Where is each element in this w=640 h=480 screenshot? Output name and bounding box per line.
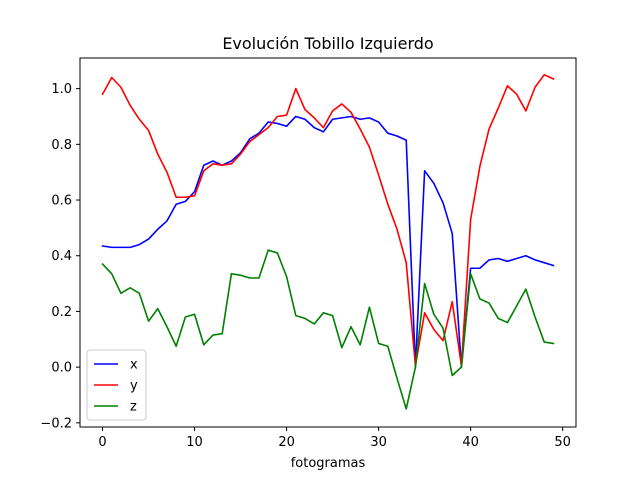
series-line-x — [101, 115, 555, 368]
y-tick-label: 0.0 — [51, 361, 72, 376]
x-tick-label: 20 — [278, 435, 295, 450]
y-tick-label: 0.2 — [51, 305, 72, 320]
x-tick-label: 10 — [186, 435, 203, 450]
series-layer — [101, 73, 555, 410]
y-tick-label: 0.8 — [51, 138, 72, 153]
x-tick-label: 0 — [98, 435, 106, 450]
chart-title: Evolución Tobillo Izquierdo — [222, 34, 433, 53]
y-tick-label: 1.0 — [51, 82, 72, 97]
legend: xyz — [86, 349, 147, 421]
plot-frame — [79, 57, 577, 428]
series-line-y — [101, 73, 555, 367]
series-line-z — [101, 249, 555, 410]
x-axis: 0 10 20 30 40 50 — [98, 427, 571, 450]
legend-label-z: z — [130, 400, 137, 415]
legend-label-x: x — [130, 358, 138, 373]
x-axis-label: fotogramas — [291, 456, 366, 471]
y-tick-label: 0.4 — [51, 249, 72, 264]
x-tick-label: 50 — [554, 435, 571, 450]
y-tick-label: −0.2 — [40, 416, 72, 431]
legend-label-y: y — [130, 379, 138, 394]
x-tick-label: 40 — [462, 435, 479, 450]
y-axis: −0.2 0.0 0.2 0.4 0.6 0.8 1.0 — [40, 82, 80, 431]
x-tick-label: 30 — [370, 435, 387, 450]
y-tick-label: 0.6 — [51, 194, 72, 209]
